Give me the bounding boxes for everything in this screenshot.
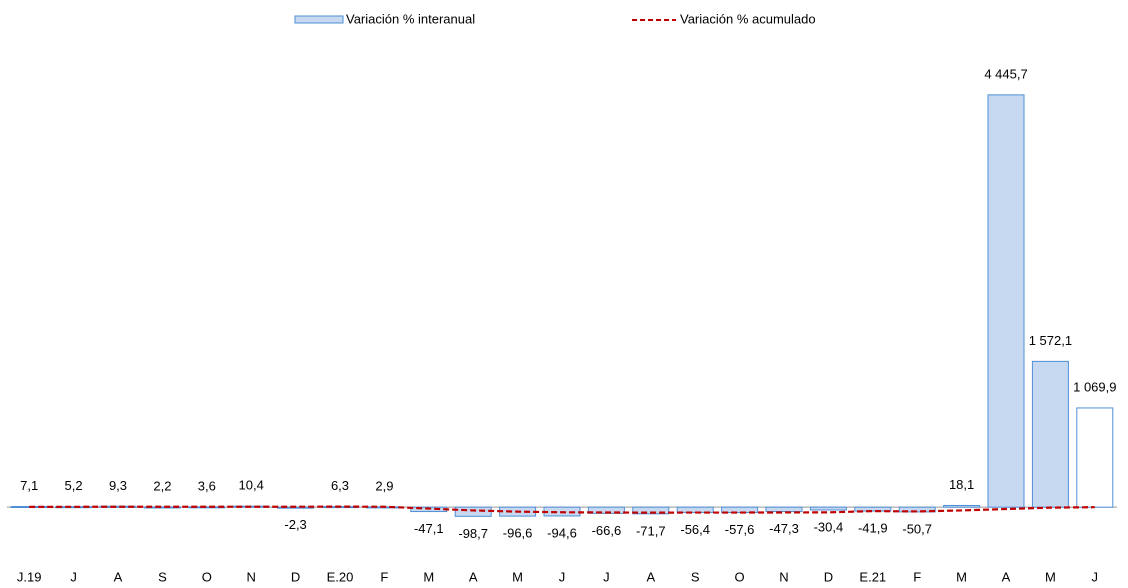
- x-tick-label: M: [512, 569, 523, 584]
- data-label: 2,9: [375, 478, 393, 493]
- data-label: -71,7: [636, 523, 666, 538]
- bar: [188, 506, 226, 509]
- x-tick-label: A: [646, 569, 655, 584]
- bar: [943, 504, 981, 508]
- data-label: -47,3: [769, 521, 799, 536]
- bar: [232, 505, 270, 508]
- data-label: -50,7: [902, 521, 932, 536]
- bar: [1076, 407, 1114, 508]
- legend-label: Variación % interanual: [346, 11, 475, 26]
- data-label: 6,3: [331, 478, 349, 493]
- data-label: 1 069,9: [1073, 379, 1116, 394]
- x-tick-label: J.19: [17, 569, 42, 584]
- x-tick-label: D: [824, 569, 833, 584]
- x-tick-label: O: [735, 569, 745, 584]
- x-tick-label: M: [956, 569, 967, 584]
- legend-swatch: [294, 15, 344, 24]
- x-tick-label: S: [158, 569, 167, 584]
- bar: [809, 506, 847, 511]
- x-tick-label: A: [1002, 569, 1011, 584]
- data-label: -2,3: [284, 517, 306, 532]
- x-tick-label: S: [691, 569, 700, 584]
- data-label: -66,6: [592, 523, 622, 538]
- x-tick-label: N: [779, 569, 788, 584]
- x-tick-label: F: [380, 569, 388, 584]
- data-label: -96,6: [503, 526, 533, 541]
- data-label: -47,1: [414, 521, 444, 536]
- data-label: 10,4: [239, 478, 264, 493]
- data-label: 7,1: [20, 478, 38, 493]
- x-tick-label: F: [913, 569, 921, 584]
- bar: [854, 506, 892, 512]
- data-label: -57,6: [725, 522, 755, 537]
- data-label: 9,3: [109, 478, 127, 493]
- x-tick-label: N: [247, 569, 256, 584]
- bar: [99, 505, 137, 508]
- x-tick-label: J: [603, 569, 610, 584]
- data-label: 1 572,1: [1029, 333, 1072, 348]
- bar: [632, 506, 670, 515]
- x-tick-label: A: [469, 569, 478, 584]
- x-tick-label: M: [1045, 569, 1056, 584]
- data-label: -30,4: [814, 519, 844, 534]
- legend-label: Variación % acumulado: [680, 11, 816, 26]
- data-label: -41,9: [858, 521, 888, 536]
- x-tick-label: M: [423, 569, 434, 584]
- x-tick-label: D: [291, 569, 300, 584]
- data-label: -98,7: [458, 526, 488, 541]
- bar: [987, 94, 1025, 508]
- x-tick-label: J: [70, 569, 77, 584]
- x-tick-label: A: [114, 569, 123, 584]
- line: [29, 505, 1095, 514]
- x-tick-label: J: [1092, 569, 1099, 584]
- data-label: 4 445,7: [984, 66, 1027, 81]
- data-label: 3,6: [198, 478, 216, 493]
- x-tick-label: O: [202, 569, 212, 584]
- data-label: 2,2: [153, 478, 171, 493]
- x-tick-label: E.21: [859, 569, 886, 584]
- data-label: 18,1: [949, 477, 974, 492]
- bar: [1031, 360, 1069, 508]
- bar: [765, 506, 803, 513]
- x-tick-label: J: [559, 569, 566, 584]
- data-label: -94,6: [547, 525, 577, 540]
- data-label: 5,2: [65, 478, 83, 493]
- data-label: -56,4: [680, 522, 710, 537]
- bar: [143, 506, 181, 509]
- bar: [721, 506, 759, 514]
- bar: [454, 506, 492, 517]
- x-tick-label: E.20: [327, 569, 354, 584]
- bar: [55, 506, 93, 509]
- bar: [898, 506, 936, 513]
